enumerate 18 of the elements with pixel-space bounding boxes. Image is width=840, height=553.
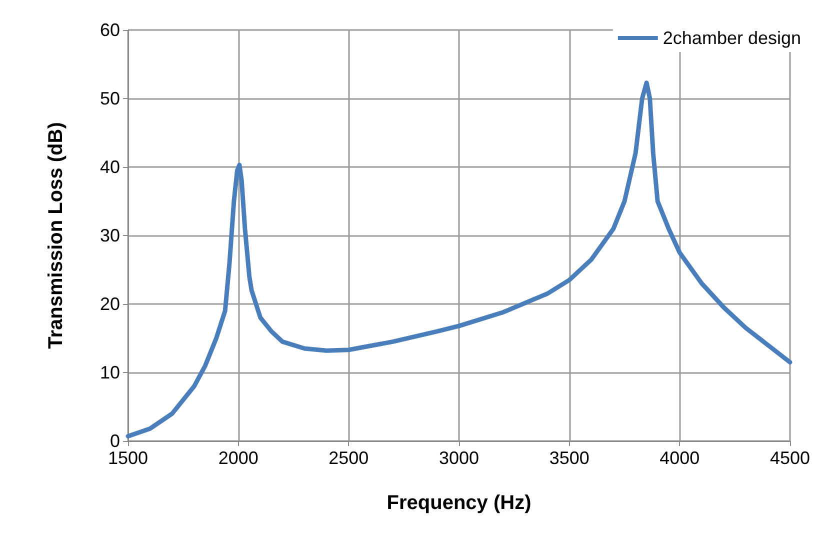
legend-label: 2chamber design	[662, 28, 802, 48]
x-tick-label: 3000	[438, 448, 480, 468]
y-tick-label: 40	[100, 157, 120, 177]
x-tick-label: 2000	[218, 448, 258, 468]
y-tick-label: 10	[100, 362, 120, 382]
y-tick-label: 50	[100, 88, 120, 108]
x-tick-label: 4500	[770, 448, 810, 468]
x-tick-label: 2500	[328, 448, 369, 468]
y-tick-label: 20	[100, 294, 120, 314]
y-tick-label: 0	[110, 431, 120, 451]
line-series	[126, 80, 792, 438]
x-tick-label: 4000	[660, 448, 700, 468]
y-axis-title: Transmission Loss (dB)	[45, 122, 67, 349]
y-tick-label: 60	[100, 20, 120, 40]
y-tick-label: 30	[100, 226, 120, 246]
x-tick-label: 1500	[108, 448, 148, 468]
x-tick-label: 3500	[549, 448, 590, 468]
x-axis-title: Frequency (Hz)	[386, 492, 532, 514]
